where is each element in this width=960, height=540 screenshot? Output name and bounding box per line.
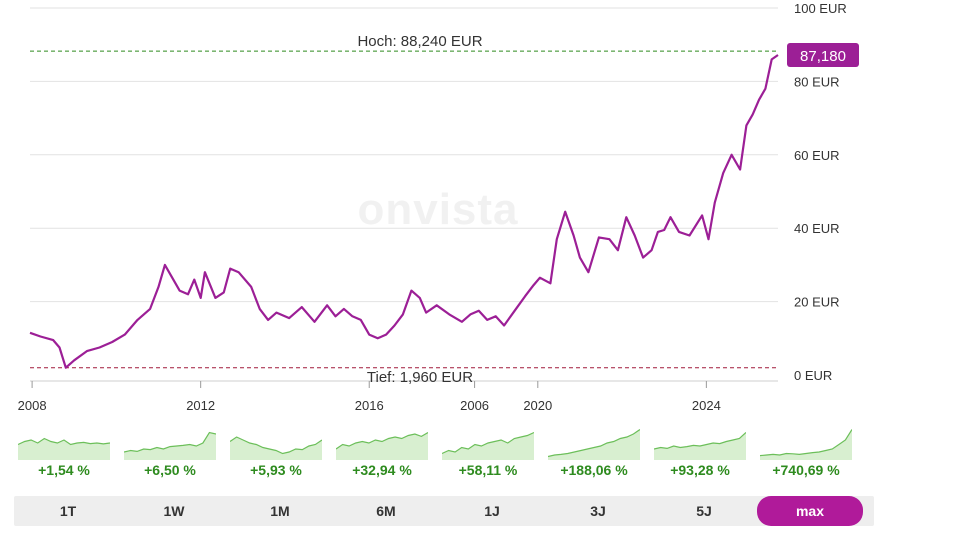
last-value-box <box>787 43 859 68</box>
range-button-max[interactable]: max <box>757 496 863 526</box>
sparkline <box>18 437 110 460</box>
grid <box>30 7 778 303</box>
sparkline-path <box>124 431 216 453</box>
x-axis: 2008 2012 2016 2006 2020 2024 <box>18 380 778 413</box>
performance-value: +740,69 % <box>772 462 840 478</box>
range-button-1m[interactable]: 1M <box>270 503 290 519</box>
sparkline-area <box>548 429 640 460</box>
performance-cell: +58,11 % <box>442 424 534 482</box>
sparkline <box>230 436 322 460</box>
sparkline-path <box>548 429 640 458</box>
sparkline-area <box>18 438 110 460</box>
high-label: Hoch: 88,240 EUR <box>357 33 482 50</box>
sparkline-path <box>230 436 322 455</box>
range-button-3j[interactable]: 3J <box>590 503 606 519</box>
sparkline-path <box>336 431 428 450</box>
performance-value: +1,54 % <box>38 462 90 478</box>
y-axis: 0 EUR 20 EUR 40 EUR 60 EUR 80 EUR 100 EUR <box>794 1 847 383</box>
y-tick-label: 0 EUR <box>794 368 832 383</box>
y-tick-label: 100 EUR <box>794 1 847 16</box>
sparkline-area <box>442 432 534 460</box>
x-tick-label: 2020 <box>523 398 552 413</box>
performance-value: +32,94 % <box>352 462 412 478</box>
x-tick-label: 2024 <box>692 398 721 413</box>
sparkline-path <box>442 431 534 455</box>
range-button-6m[interactable]: 6M <box>376 503 396 519</box>
performance-cell: +93,28 % <box>654 424 746 482</box>
sparkline-path <box>18 437 110 446</box>
performance-row: +1,54 % +6,50 % +5,93 % +32,94 % +58,11 % +18… <box>18 424 864 484</box>
y-tick-label: 40 EUR <box>794 221 840 236</box>
x-tick-label: 2016 <box>355 398 384 413</box>
low-label: Tief: 1,960 EUR <box>367 369 473 386</box>
price-line <box>29 54 779 369</box>
performance-cell: +188,06 % <box>548 424 640 482</box>
sparkline-area <box>336 432 428 460</box>
performance-value: +6,50 % <box>144 462 196 478</box>
sparkline <box>760 429 852 460</box>
range-selector: 1T 1W 1M 6M 1J 3J 5J max <box>14 496 874 526</box>
sparkline <box>124 431 216 460</box>
range-button-1j[interactable]: 1J <box>484 503 500 519</box>
performance-cell: +32,94 % <box>336 424 428 482</box>
x-tick-label: 2012 <box>186 398 215 413</box>
range-button-5j[interactable]: 5J <box>696 503 712 519</box>
sparkline <box>336 431 428 460</box>
performance-value: +93,28 % <box>670 462 730 478</box>
performance-cell: +6,50 % <box>124 424 216 482</box>
sparkline-area <box>124 432 216 460</box>
watermark: onvista <box>357 185 518 234</box>
sparkline-path <box>654 432 746 450</box>
performance-cell: +1,54 % <box>18 424 110 482</box>
sparkline-area <box>760 429 852 460</box>
sparkline-area <box>230 437 322 460</box>
sparkline <box>442 431 534 460</box>
reference-lines: Hoch: 88,240 EUR Tief: 1,960 EUR <box>30 33 778 386</box>
range-button-1t[interactable]: 1T <box>59 503 77 519</box>
y-tick-label: 80 EUR <box>794 74 840 89</box>
sparkline-path <box>760 429 852 457</box>
price-chart: onvista 0 EUR 20 EUR 40 EUR 60 EUR 80 EUR 100… <box>18 1 859 413</box>
y-tick-label: 20 EUR <box>794 295 840 310</box>
performance-value: +58,11 % <box>458 462 518 478</box>
performance-cell: +5,93 % <box>230 424 322 482</box>
x-tick-label: 2008 <box>18 398 47 413</box>
last-value-label: 87,180 <box>800 48 846 65</box>
range-button-1w[interactable]: 1W <box>163 503 185 519</box>
sparkline <box>654 432 746 460</box>
performance-value: +188,06 % <box>560 462 628 478</box>
x-tick-label: 2006 <box>460 398 489 413</box>
performance-cell: +740,69 % <box>760 424 852 482</box>
y-tick-label: 60 EUR <box>794 148 840 163</box>
sparkline <box>548 429 640 460</box>
performance-value: +5,93 % <box>250 462 302 478</box>
last-value-badge: 87,180 <box>787 43 859 68</box>
